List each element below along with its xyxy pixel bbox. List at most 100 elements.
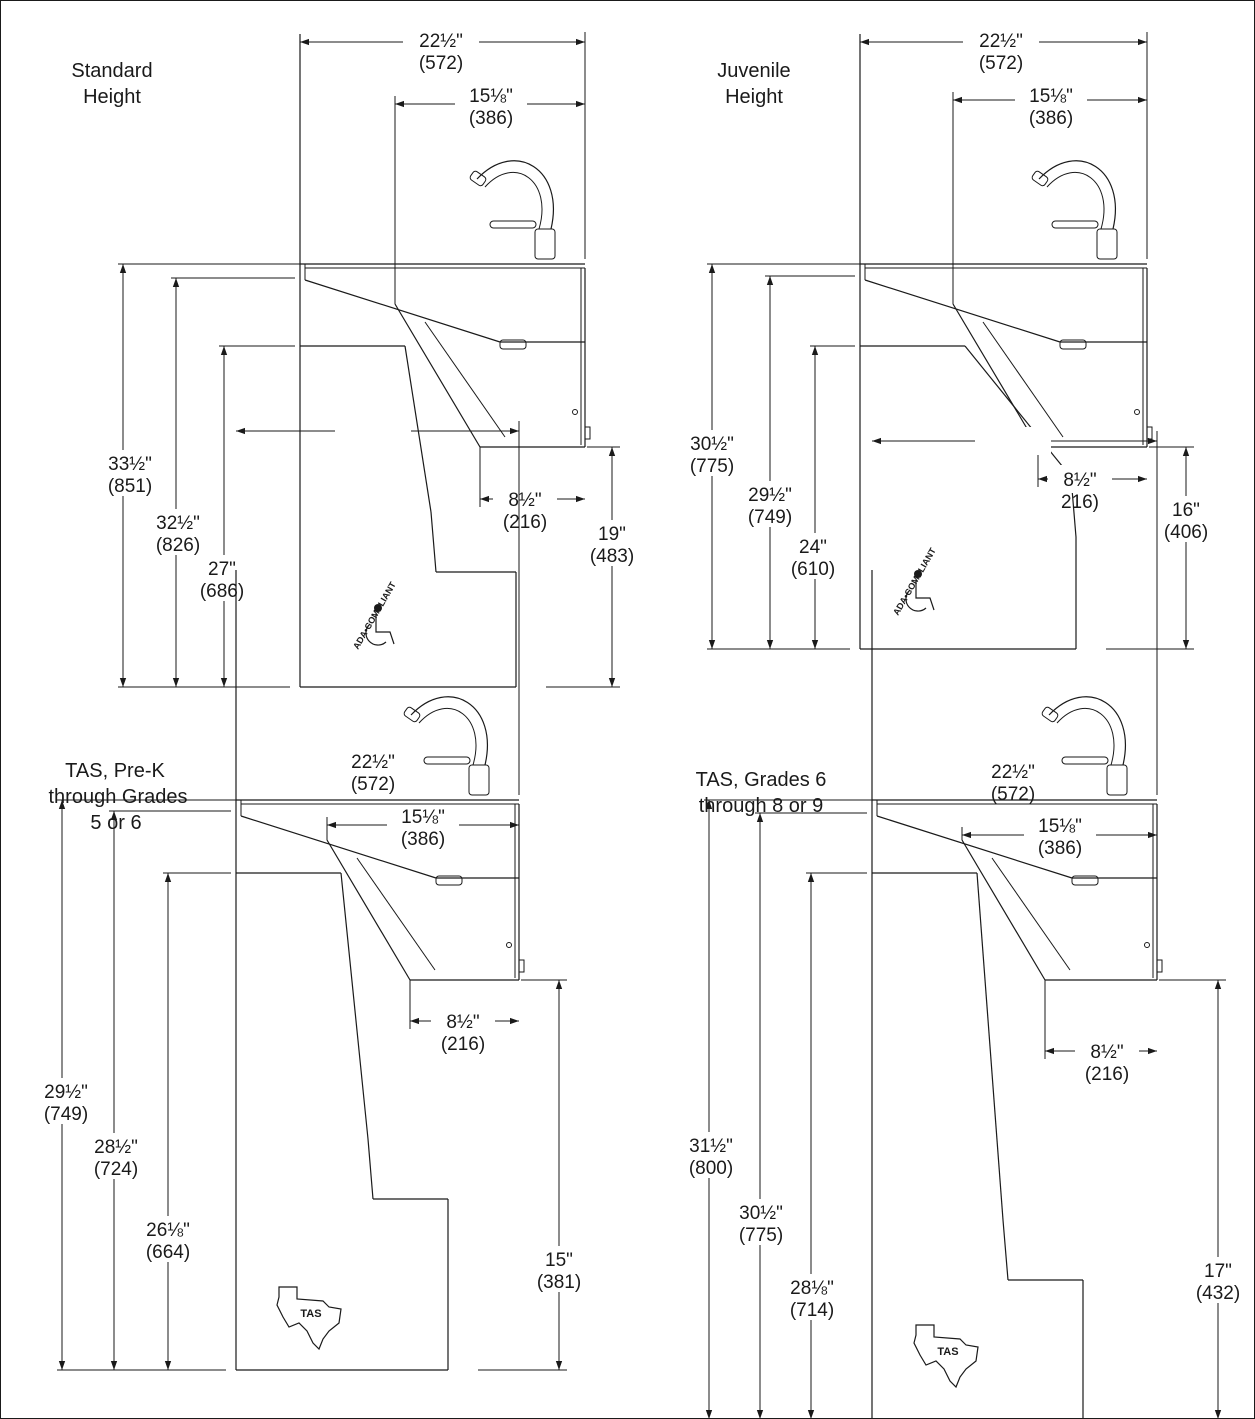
bubbler-valve (1146, 426, 1153, 440)
height-knee-label-mm: (664) (146, 1242, 190, 1263)
bubbler-valve (1156, 959, 1163, 973)
label-bg (88, 1133, 144, 1179)
panel-title-line: 5 or 6 (90, 812, 141, 834)
knee-depth-label-mm: (216) (441, 1034, 485, 1055)
faucet-spout-inner (418, 708, 477, 766)
panel-title-line: Height (83, 86, 141, 108)
texas-outline (913, 1324, 979, 1389)
faucet-nozzle (1031, 170, 1049, 187)
wheelchair-head (374, 604, 382, 612)
knee-depth-label-inches: 8½" (446, 1012, 479, 1033)
texas-outline (276, 1286, 342, 1351)
width-overall-label-inches: 22½" (419, 31, 463, 52)
tas-texas-icon: TAS (276, 1286, 342, 1351)
height-knee-label-inches: 27" (208, 559, 236, 580)
bubbler-faucet (469, 160, 556, 260)
knee-slope (976, 872, 1004, 1221)
faucet-lever (1061, 756, 1109, 765)
fountain-outline (859, 34, 1153, 650)
knee-slope-lower (367, 1138, 374, 1200)
height-rim-label-inches: 33½" (108, 454, 152, 475)
height-knee-label-inches: 24" (799, 537, 827, 558)
width-overall-label-mm: (572) (419, 53, 463, 74)
bubbler-faucet (403, 696, 490, 796)
knee-depth-label-inches: 8½" (1090, 1042, 1123, 1063)
support-bracket-inner (356, 857, 436, 971)
badge-text: ADA•COMPLIANT (891, 546, 938, 617)
dimensions: 22½"(572)15⅛"(386)8½"(216)33½"(851)32½"(… (102, 28, 640, 688)
support-bracket (961, 839, 1046, 981)
label-bg (194, 555, 250, 601)
faucet-nozzle (469, 170, 487, 187)
knee-depth-label-mm: 216) (1061, 492, 1099, 513)
height-bottom-label-mm: (483) (590, 546, 634, 567)
faucet-base (468, 764, 490, 796)
height-bottom-label-inches: 17" (1204, 1261, 1232, 1282)
panel-title: TAS, Pre-K through Grades 5 or 6 (49, 760, 188, 834)
knee-depth-label-mm: (216) (1085, 1064, 1129, 1085)
wheelchair-body (375, 614, 395, 645)
support-bracket (952, 303, 1039, 448)
height-rim-label-mm: (851) (108, 476, 152, 497)
label-bg (1024, 821, 1096, 849)
height-bottom-label-mm: (406) (1164, 522, 1208, 543)
wheelchair-wheel (905, 589, 927, 612)
width-spout-label-mm: (386) (1038, 838, 1082, 859)
width-overall-label-mm: (572) (991, 784, 1035, 805)
faucet-lever (489, 220, 537, 229)
width-spout-label-mm: (386) (401, 829, 445, 850)
width-spout-label-inches: 15⅛" (1029, 86, 1073, 107)
ada-compliant-icon: ADA•COMPLIANT (351, 580, 398, 651)
drawing-panel: TAS, Grades 6 through 8 or 9 22½"(572)15⅛"… (683, 427, 1246, 1419)
height-rim-label-mm: (749) (44, 1104, 88, 1125)
faucet-nozzle (1041, 706, 1059, 723)
panel-title-line: Height (725, 86, 783, 108)
height-spout-label-inches: 30½" (739, 1203, 783, 1224)
label-bg (455, 90, 527, 118)
dimensions: 22½"(572)15⅛"(386)8½"(216)31½"(800)30½"(… (683, 427, 1246, 1419)
basin-underside (864, 279, 1061, 343)
height-spout-label-mm: (775) (739, 1225, 783, 1246)
height-bottom-label-inches: 19" (598, 524, 626, 545)
faucet-nozzle (403, 706, 421, 723)
height-rim-label-inches: 30½" (690, 434, 734, 455)
push-button (506, 942, 512, 948)
support-bracket-inner (991, 857, 1071, 971)
panel-title-line: Standard (71, 60, 152, 82)
fountain-outline (235, 570, 525, 1371)
label-bg (431, 1007, 495, 1035)
label-bg (784, 1274, 840, 1320)
knee-depth-label-mm: (216) (503, 512, 547, 533)
label-bg (387, 811, 459, 839)
badge-text: TAS (937, 1346, 958, 1358)
label-bg (1075, 1037, 1139, 1065)
faucet-base (1106, 764, 1128, 796)
label-bg (38, 1078, 94, 1124)
label-bg (140, 1216, 196, 1262)
tas-texas-icon: TAS (913, 1324, 979, 1389)
faucet-base (534, 228, 556, 260)
knee-slope (964, 345, 1072, 478)
width-spout-label-inches: 15⅛" (469, 86, 513, 107)
dimensions: 22½"(572) 15⅛"(386) 8½"216) 30½"(775) 29½"(7… (684, 28, 1214, 650)
knee-depth-label-inches: 8½" (1063, 470, 1096, 491)
faucet-base (1096, 228, 1118, 260)
label-bg (102, 450, 158, 496)
drain (1071, 875, 1099, 886)
basin-underside (876, 815, 1073, 879)
basin-underside (304, 279, 501, 343)
faucet-spout-inner (1056, 708, 1115, 766)
height-knee-label-mm: (610) (791, 559, 835, 580)
label-bg (733, 1199, 789, 1245)
height-spout-label-inches: 28½" (94, 1137, 138, 1158)
knee-depth-label-inches: 8½" (508, 490, 541, 511)
bubbler-faucet (1031, 160, 1118, 260)
drawing-panel: Standard Height 22½"(572) 15⅛"(386) 8½"(216)… (71, 28, 640, 688)
push-button (1144, 942, 1150, 948)
height-knee-label-mm: (686) (200, 581, 244, 602)
label-bg (963, 28, 1039, 56)
label-bg (684, 430, 740, 476)
wheelchair-body (915, 580, 935, 611)
height-bottom-label-inches: 15" (545, 1250, 573, 1271)
